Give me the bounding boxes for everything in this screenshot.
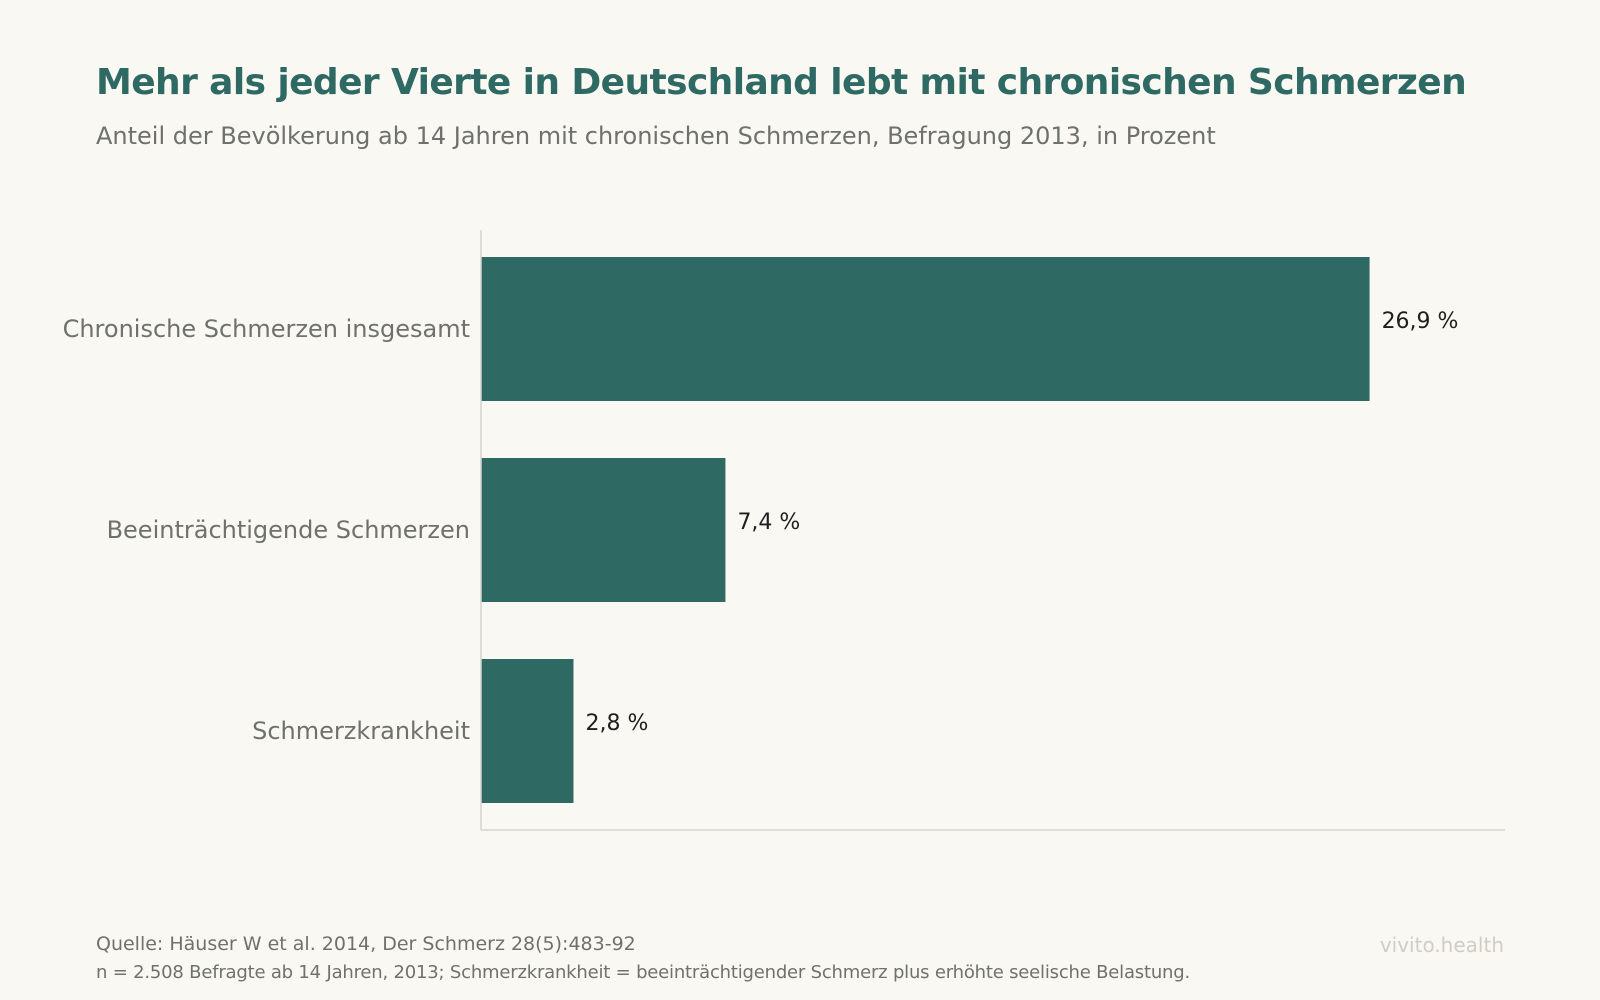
source-note: Quelle: Häuser W et al. 2014, Der Schmer…	[96, 933, 636, 955]
bar	[481, 458, 726, 602]
brand-label: vivito.health	[1379, 933, 1504, 957]
sample-note: n = 2.508 Befragte ab 14 Jahren, 2013; S…	[96, 962, 1190, 983]
data-label: 26,9 %	[1382, 309, 1459, 334]
category-label: Chronische Schmerzen insgesamt	[63, 315, 470, 343]
bar	[481, 257, 1370, 401]
category-label: Beeinträchtigende Schmerzen	[107, 516, 470, 544]
chart-title: Mehr als jeder Vierte in Deutschland leb…	[96, 62, 1467, 103]
bar	[481, 659, 574, 803]
chart-subtitle: Anteil der Bevölkerung ab 14 Jahren mit …	[96, 122, 1216, 150]
data-label: 2,8 %	[585, 711, 648, 736]
category-label: Schmerzkrankheit	[252, 717, 470, 745]
data-label: 7,4 %	[737, 510, 800, 535]
